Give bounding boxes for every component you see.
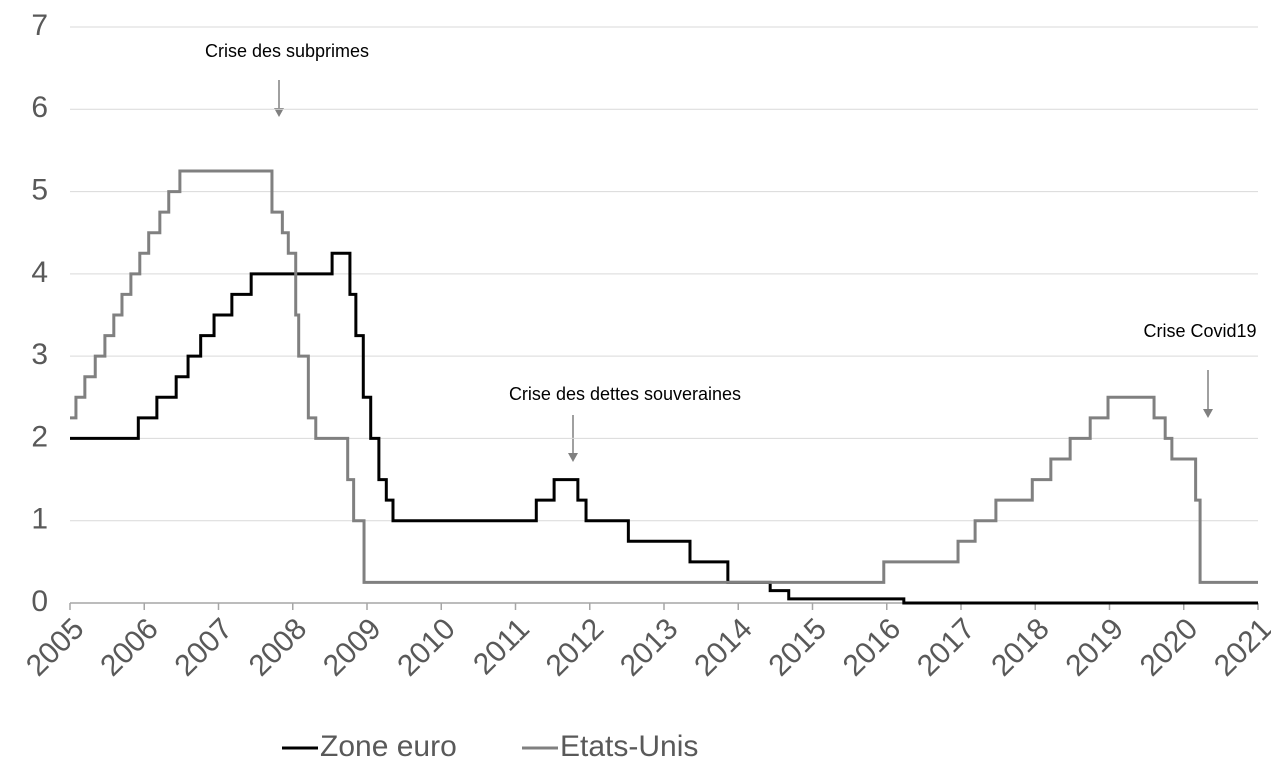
x-tick-label: 2008	[243, 612, 314, 683]
y-tick-label: 2	[31, 420, 48, 453]
legend-label: Zone euro	[320, 730, 457, 762]
x-tick-label: 2009	[317, 612, 388, 683]
x-tick-label: 2016	[837, 612, 908, 683]
y-tick-label: 6	[31, 91, 48, 124]
x-tick-label: 2010	[391, 612, 462, 683]
x-tick-label: 2020	[1134, 612, 1205, 683]
annotation: Crise des subprimes	[205, 41, 369, 61]
x-tick-label: 2006	[94, 612, 165, 683]
x-tick-label: 2019	[1060, 612, 1131, 683]
annotations: Crise des subprimes Crise des dettes sou…	[205, 41, 1257, 462]
x-tick-label: 2013	[614, 612, 685, 683]
x-tick-label: 2018	[985, 612, 1056, 683]
y-tick-label: 3	[31, 338, 48, 371]
x-tick-label: 2021	[1208, 612, 1271, 683]
series-line	[70, 169, 1258, 584]
arrow-head	[568, 453, 578, 462]
y-tick-label: 5	[31, 173, 48, 206]
annotation: Crise Covid19	[1143, 321, 1256, 341]
annotation: Crise des dettes souveraines	[509, 384, 741, 404]
y-tick-label: 0	[31, 585, 48, 618]
x-tick-label: 2014	[688, 612, 759, 683]
y-tick-label: 4	[31, 256, 48, 289]
y-tick-label: 1	[31, 503, 48, 536]
x-tick-label: 2011	[467, 612, 536, 681]
series-line	[70, 251, 1258, 605]
x-tick-label: 2012	[540, 612, 611, 683]
arrow-head	[274, 108, 284, 117]
x-tick-label: 2007	[169, 612, 240, 683]
x-tick-label: 2017	[911, 612, 982, 683]
x-tick-label: 2015	[763, 612, 834, 683]
legend-label: Etats-Unis	[560, 730, 698, 762]
x-tick-label: 2005	[20, 612, 91, 683]
y-tick-label: 7	[31, 9, 48, 42]
arrow-head	[1203, 409, 1213, 418]
